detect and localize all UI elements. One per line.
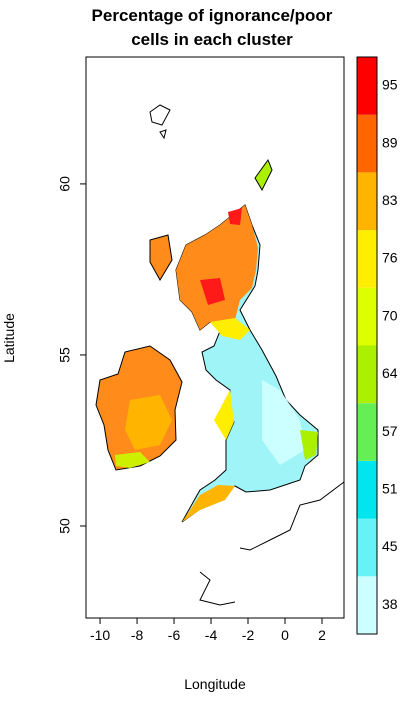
map xyxy=(95,104,345,606)
legend-label: 64 xyxy=(382,365,398,381)
x-tick-label: -6 xyxy=(168,627,181,643)
legend-label: 76 xyxy=(382,250,398,266)
legend-band xyxy=(357,172,377,231)
region xyxy=(300,430,318,460)
legend-band xyxy=(357,576,377,634)
x-tick-label: -8 xyxy=(131,627,144,643)
region xyxy=(115,452,150,468)
legend-band xyxy=(357,114,377,173)
chart-title: cells in each cluster xyxy=(131,30,293,49)
hebrides xyxy=(149,234,173,281)
legend-label: 70 xyxy=(382,307,398,323)
x-tick-label: -4 xyxy=(205,627,218,643)
y-tick-label: 55 xyxy=(57,347,73,363)
legend-band xyxy=(357,345,377,404)
islands xyxy=(149,104,171,140)
legend-label: 83 xyxy=(382,192,398,208)
chart-title: Percentage of ignorance/poor xyxy=(92,6,333,25)
region xyxy=(210,318,250,440)
x-axis-label: Longitude xyxy=(184,676,246,692)
shetland xyxy=(254,158,273,192)
region xyxy=(262,380,305,465)
france-coast xyxy=(199,481,345,606)
x-tick-label: 0 xyxy=(281,627,289,643)
legend-label: 38 xyxy=(382,596,398,612)
legend-label: 89 xyxy=(382,134,398,150)
legend-frame xyxy=(356,56,378,635)
y-tick-label: 60 xyxy=(57,176,73,192)
x-tick-label: -10 xyxy=(90,627,110,643)
region xyxy=(125,395,172,450)
plot-frame xyxy=(85,56,345,619)
legend-band xyxy=(357,230,377,288)
legend-band xyxy=(357,57,377,115)
y-axis-label: Latitude xyxy=(1,313,17,363)
region xyxy=(200,208,242,305)
legend-label: 57 xyxy=(382,423,398,439)
region xyxy=(182,485,235,522)
legend-label: 45 xyxy=(382,538,398,554)
y-tick-label: 50 xyxy=(57,518,73,534)
legend-band xyxy=(357,518,377,577)
x-tick-label: -2 xyxy=(242,627,255,643)
x-tick-label: 2 xyxy=(318,627,326,643)
legend-label: 95 xyxy=(382,77,398,93)
region xyxy=(176,205,258,330)
legend-band xyxy=(357,460,377,519)
legend-label: 51 xyxy=(382,480,398,496)
legend-band xyxy=(357,403,377,461)
legend-band xyxy=(357,287,377,346)
